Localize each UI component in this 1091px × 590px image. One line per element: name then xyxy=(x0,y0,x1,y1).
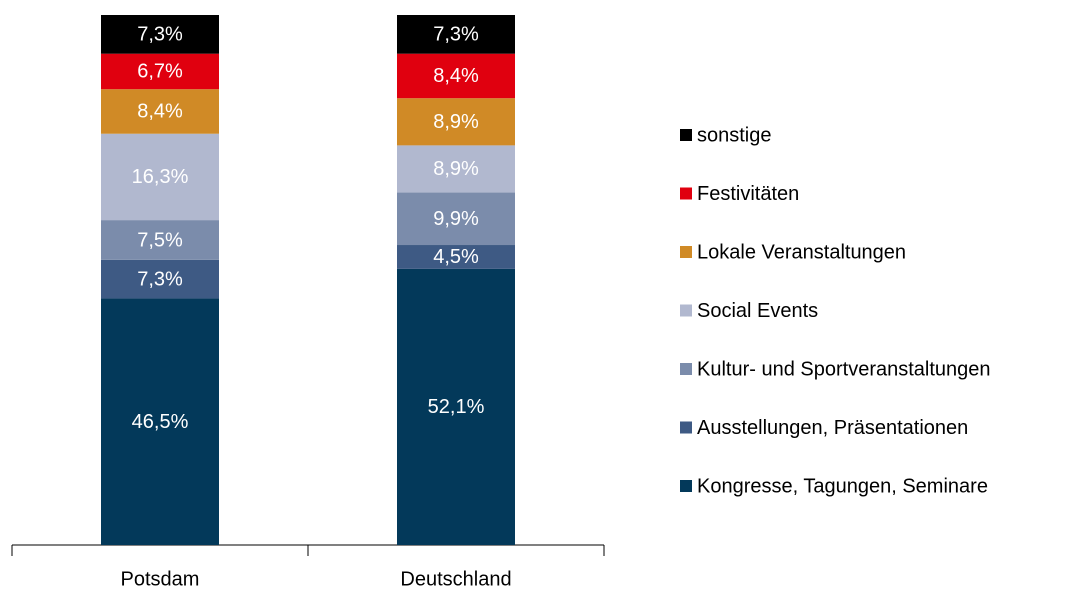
data-label: 8,9% xyxy=(433,111,479,133)
legend-label: sonstige xyxy=(697,124,772,146)
legend-label: Social Events xyxy=(697,300,818,322)
data-label: 8,4% xyxy=(433,65,479,87)
data-label: 9,9% xyxy=(433,208,479,230)
bar-segment xyxy=(101,133,219,221)
data-label: 52,1% xyxy=(428,396,485,418)
x-tick-label: Deutschland xyxy=(400,568,511,590)
data-label: 8,9% xyxy=(433,158,479,180)
data-label: 16,3% xyxy=(132,166,189,188)
data-label: 7,3% xyxy=(137,24,183,46)
legend-label: Kongresse, Tagungen, Seminare xyxy=(697,475,988,497)
legend-swatch xyxy=(680,129,692,141)
legend-swatch xyxy=(680,246,692,258)
bar-segment xyxy=(397,15,515,54)
legend-label: Lokale Veranstaltungen xyxy=(697,241,906,263)
legend-swatch xyxy=(680,304,692,317)
legend-label: Kultur- und Sportveranstaltungen xyxy=(697,358,991,380)
legend-swatch xyxy=(680,480,692,492)
bar-segment xyxy=(397,268,515,545)
x-tick-label: Potsdam xyxy=(121,568,200,590)
bar-segment xyxy=(101,53,219,90)
legend-label: Festivitäten xyxy=(697,183,799,205)
bar-segment xyxy=(101,259,219,299)
bar-segment xyxy=(397,145,515,193)
legend-label: Ausstellungen, Präsentationen xyxy=(697,417,968,439)
data-label: 46,5% xyxy=(132,411,189,433)
data-label: 7,3% xyxy=(137,268,183,290)
data-label: 4,5% xyxy=(433,246,479,268)
legend-swatch xyxy=(680,187,692,200)
bar-segment xyxy=(101,15,219,54)
legend-swatch xyxy=(680,363,692,375)
data-label: 7,5% xyxy=(137,229,183,251)
bar-segment xyxy=(101,220,219,260)
bar-segment xyxy=(397,245,515,269)
bar-segment xyxy=(397,192,515,246)
data-label: 6,7% xyxy=(137,61,183,83)
bar-segment xyxy=(101,89,219,134)
bar-segment xyxy=(397,53,515,99)
legend-swatch xyxy=(680,421,692,434)
data-label: 7,3% xyxy=(433,24,479,46)
data-label: 8,4% xyxy=(137,101,183,123)
bar-segment xyxy=(397,98,515,146)
bar-segment xyxy=(101,298,219,545)
